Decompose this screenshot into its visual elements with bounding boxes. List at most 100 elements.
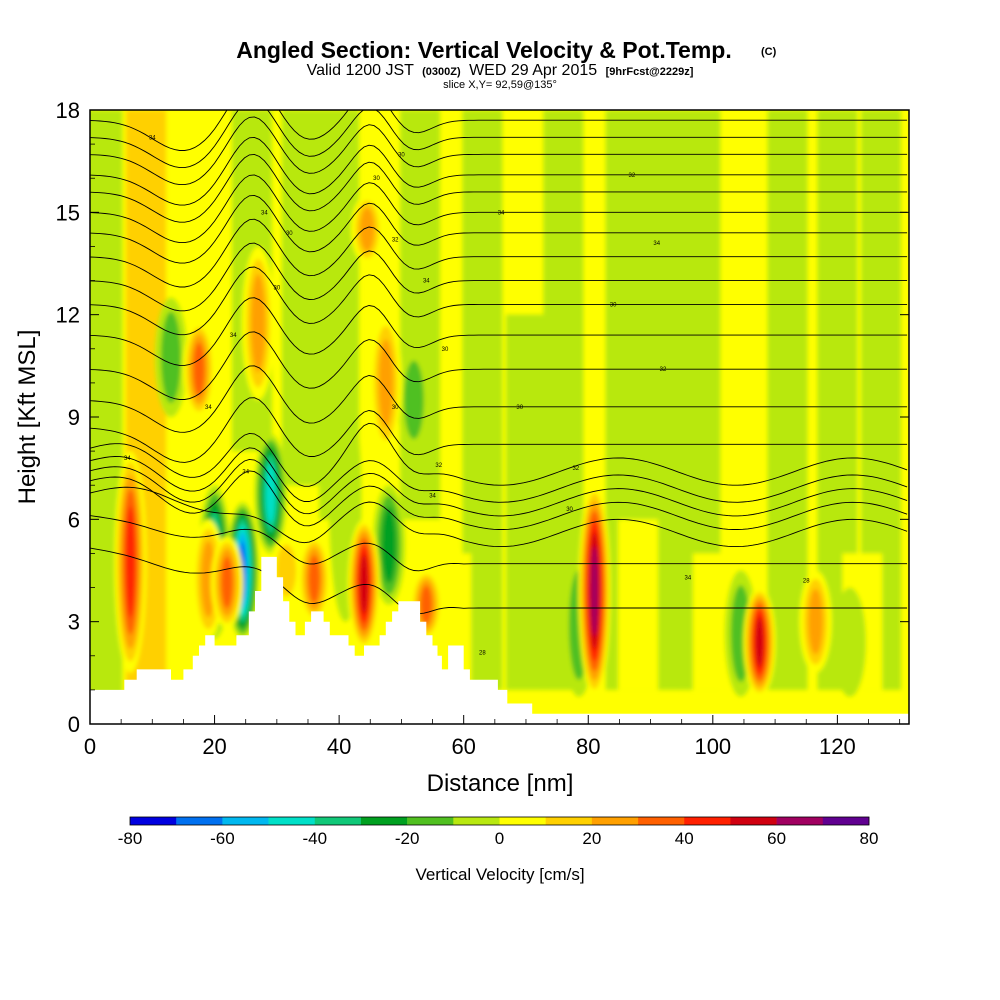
chart-subtitle: Valid 1200 JST (0300Z) WED 29 Apr 2015 […	[307, 62, 694, 79]
colorbar-labels: -80 -60 -40 -20 0 20 40 60 80	[118, 829, 879, 848]
updraft-core	[193, 342, 205, 396]
chart-title: Angled Section: Vertical Velocity & Pot.…	[236, 37, 731, 63]
x-tick-label: 60	[451, 734, 475, 759]
colorbar-swatch	[453, 817, 500, 825]
colorbar-swatch	[268, 817, 316, 825]
isentrope-label: 30	[442, 347, 449, 353]
colorbar-swatch	[730, 817, 777, 825]
weak-motion-band	[281, 110, 322, 486]
y-axis: 0 3 6 9 12 15 18	[56, 98, 909, 737]
isentrope-line	[90, 397, 908, 463]
updraft-core	[808, 588, 823, 655]
isentrope-label: 28	[803, 579, 810, 585]
potential-temperature-labels: 34 30 32 34 34 30 34 30 32 34 30 30 34 30 32 34 30 30 32 34…	[124, 135, 810, 656]
downdraft-core	[381, 506, 397, 584]
colorbar-tick-label: 40	[675, 829, 694, 848]
isentrope-line	[90, 297, 908, 366]
forecast-tag: [9hrFcst@2229z]	[606, 66, 694, 78]
isentrope-line	[90, 470, 908, 530]
updraft-core	[755, 617, 764, 668]
colorbar-swatch	[130, 817, 177, 825]
downdraft-core	[161, 311, 181, 404]
updraft-core	[378, 339, 394, 427]
isentrope-label: 32	[660, 367, 667, 373]
y-tick-label: 9	[68, 405, 80, 430]
isentrope-label: 28	[479, 650, 486, 656]
isentrope-label: 34	[124, 456, 131, 462]
isentrope-label: 34	[498, 210, 505, 216]
isentrope-line	[90, 194, 908, 264]
isentrope-line	[90, 218, 908, 288]
colorbar-swatch	[407, 817, 454, 825]
colorbar-swatch	[499, 817, 546, 825]
updraft-core	[250, 274, 266, 373]
updraft-core	[125, 506, 136, 618]
valid-date: WED 29 Apr 2015	[469, 62, 597, 79]
isentrope-label: 30	[274, 285, 281, 291]
isentrope-line	[90, 242, 908, 312]
isentrope-label: 34	[149, 135, 156, 141]
weak-motion-band	[767, 110, 808, 690]
isentrope-line	[90, 116, 908, 186]
weak-motion-band	[90, 110, 123, 724]
slice-info: slice X,Y= 92,59@135°	[443, 79, 557, 91]
updraft-core	[420, 585, 432, 624]
isentrope-line	[90, 447, 908, 503]
chart-title-tag: (C)	[761, 46, 777, 58]
isentrope-label: 30	[610, 302, 617, 308]
y-axis-title: Height [Kft MSL]	[14, 330, 41, 505]
colorbar-swatch	[222, 817, 269, 825]
isentrope-label: 34	[261, 210, 268, 216]
isentrope-label: 34	[685, 575, 692, 581]
colorbar-swatch	[360, 817, 408, 825]
isentrope-line	[90, 547, 908, 615]
x-tick-label: 0	[84, 734, 96, 759]
isentrope-line	[90, 365, 908, 433]
isentrope-line	[90, 136, 908, 206]
colorbar-frame	[129, 816, 870, 826]
colorbar-swatch	[776, 817, 824, 825]
x-axis: 0 20 40 60 80 100 120	[84, 715, 901, 759]
isentrope-line	[90, 458, 908, 517]
isentrope-line	[90, 110, 908, 169]
x-tick-label: 40	[327, 734, 351, 759]
isentrope-line	[90, 153, 908, 223]
updraft-core	[359, 207, 375, 252]
isentrope-label: 34	[423, 279, 430, 285]
plot-area: 34 30 32 34 34 30 34 30 32 34 30 30 34 30 32 34 30 30 32 34…	[90, 110, 909, 724]
x-tick-label: 120	[819, 734, 856, 759]
isentrope-label: 34	[205, 405, 212, 411]
isentrope-label: 30	[566, 507, 573, 513]
isentrope-label: 32	[629, 173, 636, 179]
updraft-core	[308, 555, 320, 603]
isentrope-label: 30	[392, 405, 399, 411]
y-tick-label: 18	[56, 98, 80, 123]
colorbar-swatch	[638, 817, 685, 825]
x-tick-label: 20	[202, 734, 226, 759]
y-tick-label: 15	[56, 200, 80, 225]
x-tick-label: 100	[694, 734, 731, 759]
colorbar-tick-label: 0	[495, 829, 504, 848]
colorbar-swatch	[176, 817, 223, 825]
colorbar-swatch	[822, 817, 870, 825]
colorbar-swatch	[591, 817, 639, 825]
colorbar-swatch	[545, 817, 593, 825]
isentrope-line	[90, 422, 908, 487]
downdraft-core	[833, 587, 867, 697]
y-tick-label: 6	[68, 507, 80, 532]
downdraft-core	[403, 360, 424, 440]
colorbar-tick-label: -40	[302, 829, 327, 848]
weak-motion-band	[618, 519, 659, 690]
isentrope-line	[90, 486, 908, 548]
isentrope-label: 32	[435, 463, 442, 469]
isentrope-label: 34	[242, 470, 249, 476]
weak-motion-band	[400, 110, 441, 520]
colorbar-swatch	[684, 817, 731, 825]
y-tick-label: 0	[68, 712, 80, 737]
x-tick-label: 80	[576, 734, 600, 759]
potential-temperature-contours	[90, 110, 908, 615]
y-tick-label: 12	[56, 303, 80, 328]
updraft-core	[591, 546, 598, 636]
colorbar-swatch	[314, 817, 362, 825]
